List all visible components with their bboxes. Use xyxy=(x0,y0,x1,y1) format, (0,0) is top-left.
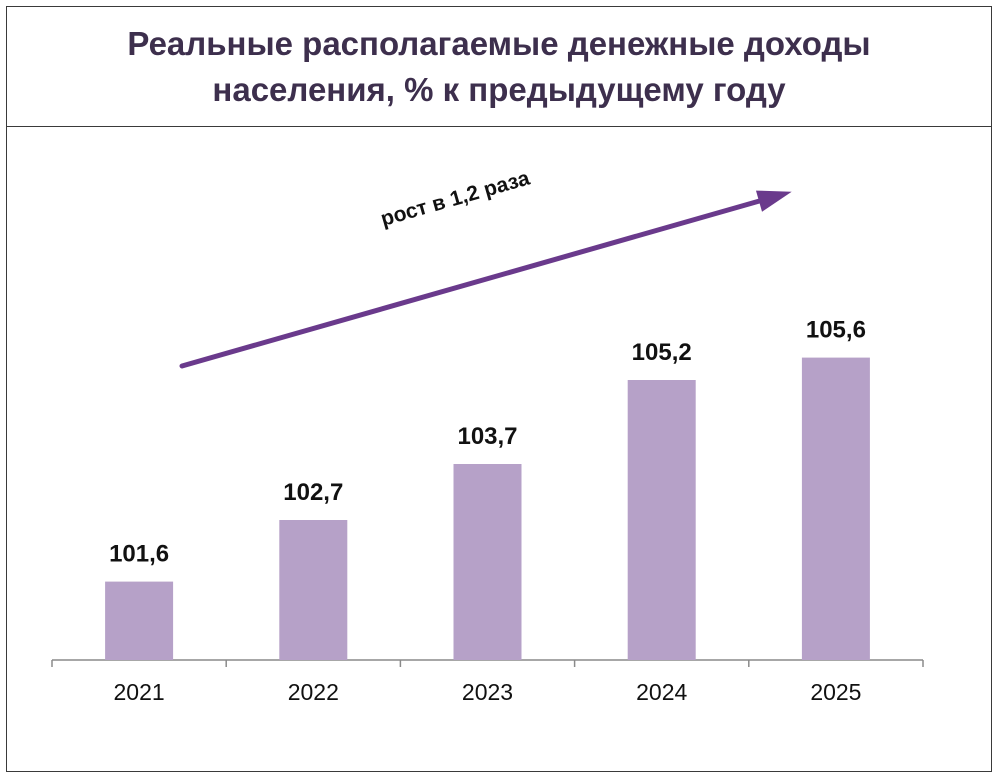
growth-arrow-line xyxy=(179,198,762,369)
x-tick-label-2022: 2022 xyxy=(288,679,339,705)
bar-2023 xyxy=(453,464,522,660)
x-tick-label-2025: 2025 xyxy=(810,679,861,705)
data-label-2023: 103,7 xyxy=(457,423,517,450)
bar-2025 xyxy=(801,357,870,660)
x-tick-label-2023: 2023 xyxy=(462,679,513,705)
chart-title: Реальные располагаемые денежные доходы н… xyxy=(127,24,871,108)
growth-arrow-head xyxy=(755,190,792,212)
bar-2022 xyxy=(279,520,348,660)
bar-2024 xyxy=(627,380,696,660)
data-label-2024: 105,2 xyxy=(632,339,692,366)
growth-annotation: рост в 1,2 раза xyxy=(378,167,532,231)
bar-2021 xyxy=(105,581,174,660)
x-tick-label-2024: 2024 xyxy=(636,679,687,705)
data-label-2021: 101,6 xyxy=(109,541,169,568)
data-label-2025: 105,6 xyxy=(806,317,866,344)
data-label-2022: 102,7 xyxy=(283,479,343,506)
x-tick-label-2021: 2021 xyxy=(114,679,165,705)
title-box: Реальные располагаемые денежные доходы н… xyxy=(7,7,991,127)
